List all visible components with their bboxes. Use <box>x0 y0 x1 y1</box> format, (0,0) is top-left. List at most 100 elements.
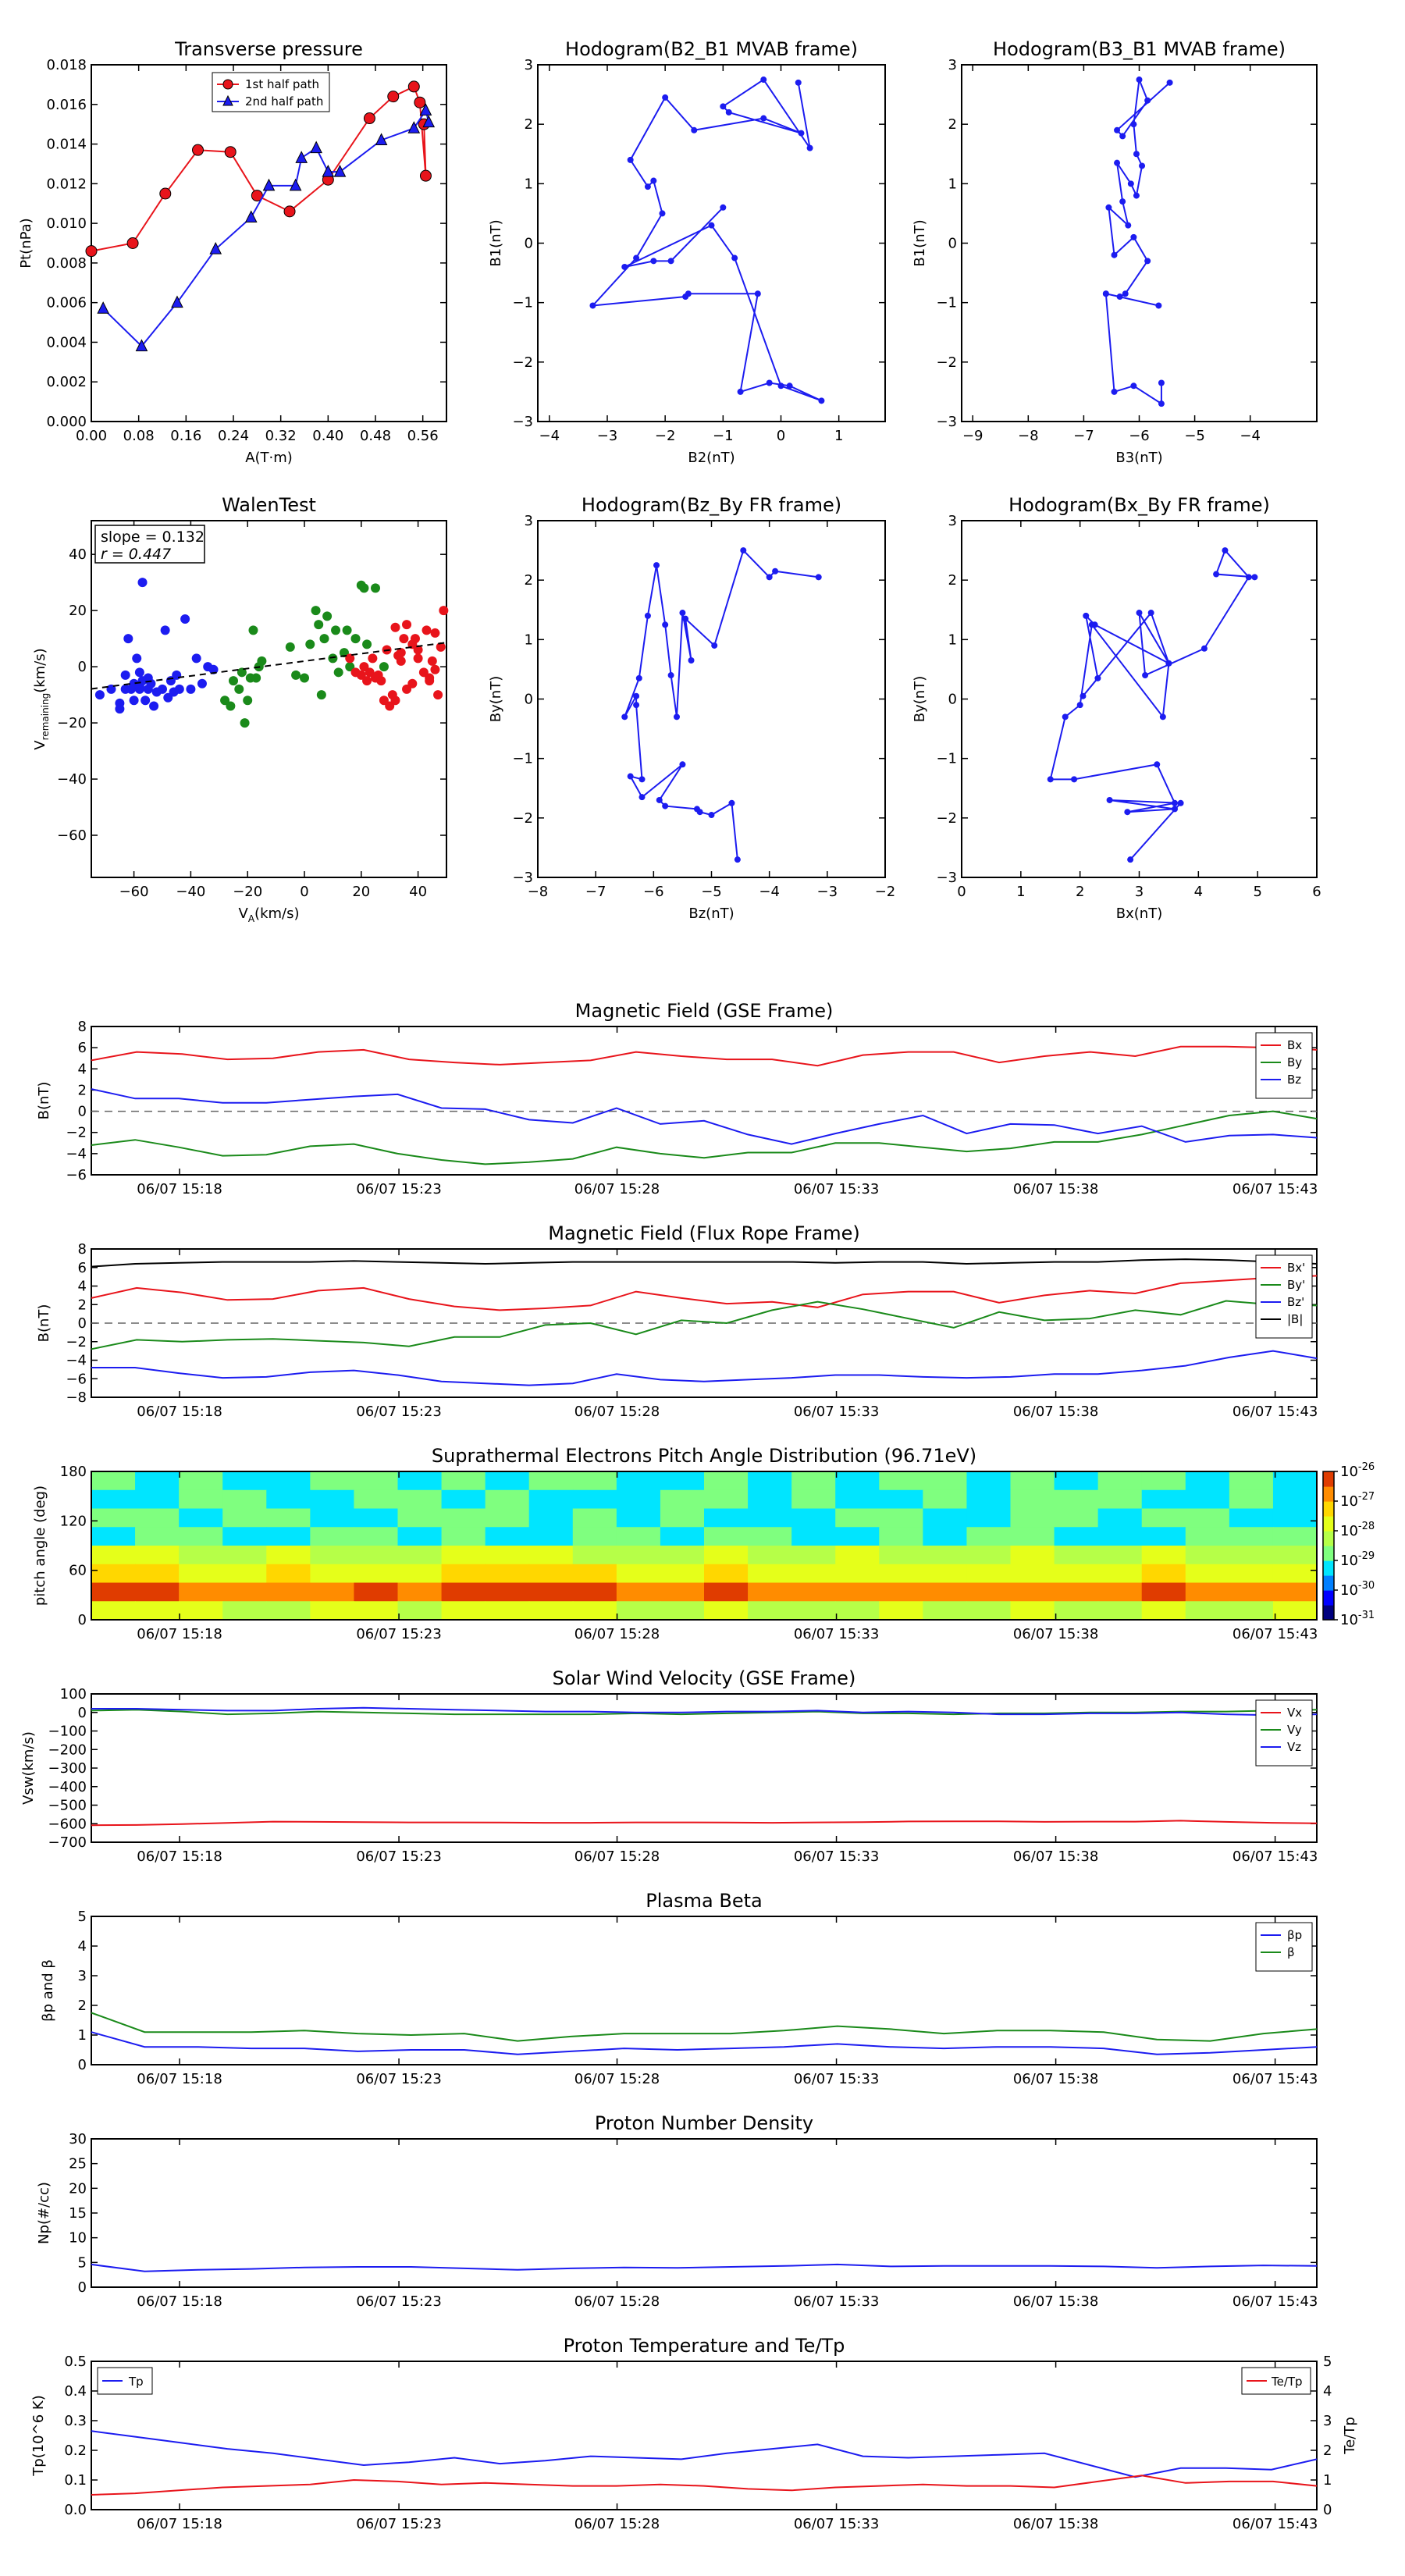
y-tick-label: 8 <box>78 1019 87 1035</box>
heatmap-cell <box>441 1527 486 1546</box>
heatmap-cell <box>704 1546 749 1565</box>
x-tick-label: 06/07 15:18 <box>137 1181 222 1197</box>
legend-label: Vz <box>1287 1740 1301 1754</box>
heatmap-cell <box>179 1471 223 1491</box>
x-tick-label: 06/07 15:38 <box>1013 2293 1098 2310</box>
heatmap-cell <box>1141 1582 1186 1602</box>
heatmap-cell <box>1054 1546 1099 1565</box>
x-tick-label: 0.32 <box>265 428 297 444</box>
data-point <box>760 115 767 122</box>
scatter-point <box>251 673 261 683</box>
panel-walen: WalenTest −60 −40 −20 0 20 40 −60 −40 −20 0 20 40 Vre… <box>32 494 449 924</box>
scatter-point <box>305 639 315 649</box>
data-point <box>786 382 793 390</box>
x-tick-label: −8 <box>1018 428 1039 444</box>
y-tick-label: 0.012 <box>46 176 87 192</box>
y-tick-label: 40 <box>69 546 87 563</box>
colorbar-cell <box>1323 1549 1334 1554</box>
data-point <box>1105 204 1112 211</box>
heatmap-cell <box>748 1582 792 1602</box>
heatmap-cell <box>660 1601 705 1621</box>
heatmap-cell <box>1272 1601 1318 1621</box>
heatmap-cell <box>966 1508 1012 1528</box>
y-tick-label: 100 <box>60 1686 87 1703</box>
x-tick-label: 4 <box>1194 884 1203 900</box>
heatmap-cell <box>704 1489 749 1510</box>
y-tick-label: −4 <box>66 1146 87 1162</box>
scatter-point <box>433 690 443 700</box>
colorbar-cell <box>1323 1504 1334 1510</box>
data-point <box>97 301 109 314</box>
y-tick-label: −300 <box>48 1760 87 1777</box>
x-tick-label: 06/07 15:38 <box>1013 1181 1098 1197</box>
legend-label: β <box>1287 1945 1295 1959</box>
y-axis-label: βp and β <box>40 1959 56 2022</box>
data-point <box>667 672 674 679</box>
scatter-point <box>368 653 378 664</box>
scatter-point <box>362 639 372 649</box>
heatmap-cell <box>1010 1601 1055 1621</box>
y-tick-label: 20 <box>69 2180 87 2197</box>
heatmap-cell <box>528 1582 574 1602</box>
y-tick-label: 15 <box>69 2205 87 2222</box>
x-tick-label: 06/07 15:43 <box>1232 1404 1318 1420</box>
heatmap-cell <box>1272 1564 1318 1584</box>
y-tick-label: 10 <box>69 2230 87 2247</box>
scatter-point <box>430 628 440 638</box>
heatmap-cell <box>879 1582 923 1602</box>
heatmap-cell <box>310 1546 355 1565</box>
heatmap-cell <box>1097 1527 1143 1546</box>
heatmap-cell <box>397 1564 443 1584</box>
y-axis-label-right: Te/Tp <box>1342 2417 1358 2455</box>
heatmap-cell <box>1010 1546 1055 1565</box>
data-point <box>708 812 715 819</box>
heatmap-cell <box>135 1601 180 1621</box>
heatmap-cell <box>923 1601 968 1621</box>
data-point <box>1047 776 1054 783</box>
data-point <box>1130 233 1137 240</box>
data-point <box>720 204 727 211</box>
x-tick-label: 06/07 15:43 <box>1232 1626 1318 1642</box>
data-point <box>1159 713 1166 720</box>
heatmap-cell <box>1141 1489 1186 1510</box>
scatter-point <box>413 653 423 664</box>
heatmap-cell <box>397 1471 443 1491</box>
data-point <box>711 642 718 649</box>
r-annotation: r = 0.447 <box>101 546 171 563</box>
x-tick-label: 6 <box>1312 884 1321 900</box>
x-tick-label: 06/07 15:38 <box>1013 1626 1098 1642</box>
heatmap-cell <box>310 1564 355 1584</box>
heatmap-cell <box>354 1508 399 1528</box>
heatmap-cell <box>1141 1546 1186 1565</box>
x-tick-label: −6 <box>643 884 664 900</box>
heatmap-cell <box>1272 1527 1318 1546</box>
heatmap-cell <box>660 1582 705 1602</box>
heatmap-cell <box>310 1527 355 1546</box>
scatter-point <box>243 696 253 706</box>
data-point <box>283 205 296 218</box>
heatmap-cell <box>966 1601 1012 1621</box>
data-point <box>688 656 695 664</box>
x-tick-label: 06/07 15:28 <box>574 1848 660 1865</box>
heatmap-cell <box>748 1508 792 1528</box>
heatmap-cell <box>879 1546 923 1565</box>
heatmap-cell <box>1054 1508 1099 1528</box>
y-tick-label: 2 <box>525 572 533 589</box>
data-point <box>627 156 634 163</box>
data-point <box>1222 547 1229 554</box>
y-tick-label: 20 <box>69 603 87 619</box>
heatmap-cell <box>441 1601 486 1621</box>
y-tick-label: −6 <box>66 1371 87 1387</box>
x-tick-label: 06/07 15:18 <box>137 2071 222 2087</box>
x-tick-label: 3 <box>1135 884 1144 900</box>
hodogram-path <box>1104 79 1171 405</box>
data-point <box>1127 856 1134 863</box>
scatter-point <box>257 656 267 666</box>
legend-label: 2nd half path <box>245 94 323 109</box>
y-tick-label: 3 <box>948 57 957 73</box>
heatmap-cell <box>91 1564 136 1584</box>
scatter-point <box>197 678 207 688</box>
heatmap-cell <box>1229 1582 1274 1602</box>
data-point <box>1133 192 1140 199</box>
data-point <box>1177 799 1184 806</box>
